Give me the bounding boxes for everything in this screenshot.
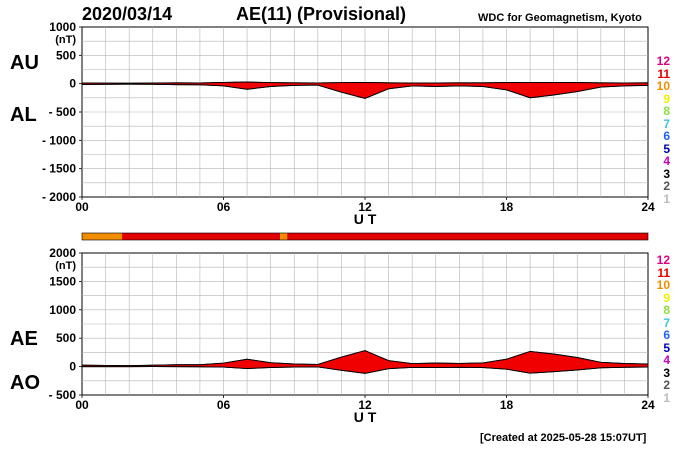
x-tick-label: 06 bbox=[217, 398, 231, 412]
x-axis-title: U T bbox=[354, 409, 377, 425]
level-5-label: 5 bbox=[663, 141, 670, 156]
series-line-au bbox=[81, 81, 649, 84]
data-level-segment bbox=[280, 233, 288, 240]
level-2-label: 2 bbox=[663, 179, 670, 193]
y-tick-label: - 500 bbox=[49, 105, 77, 119]
level-10-label: 10 bbox=[656, 278, 670, 292]
y-tick-label: 0 bbox=[69, 360, 76, 374]
level-7-label: 7 bbox=[663, 315, 670, 330]
index-title: AE(11) (Provisional) bbox=[236, 4, 407, 24]
y-tick-label: - 1000 bbox=[42, 133, 76, 147]
data-level-segment bbox=[287, 233, 648, 240]
level-4-label: 4 bbox=[663, 154, 670, 168]
y-tick-label: 2000 bbox=[49, 246, 76, 260]
source-credit: WDC for Geomagnetism, Kyoto bbox=[478, 12, 642, 24]
level-5-label: 5 bbox=[663, 340, 670, 355]
y-tick-label: 500 bbox=[56, 48, 76, 62]
level-12-label: 12 bbox=[656, 253, 670, 267]
created-timestamp: [Created at 2025-05-28 15:07UT] bbox=[480, 432, 647, 444]
x-tick-label: 00 bbox=[75, 200, 89, 214]
level-9-label: 9 bbox=[663, 290, 670, 305]
level-6-label: 6 bbox=[663, 129, 670, 143]
level-3-label: 3 bbox=[663, 365, 670, 380]
ao-label: AO bbox=[10, 372, 40, 394]
x-axis-title: U T bbox=[354, 211, 377, 227]
x-tick-label: 18 bbox=[500, 200, 514, 214]
x-tick-label: 18 bbox=[500, 398, 514, 412]
y-tick-label: 1000 bbox=[49, 303, 76, 317]
level-11-label: 11 bbox=[657, 66, 670, 81]
y-unit-label: (nT) bbox=[55, 260, 76, 272]
x-tick-label: 06 bbox=[217, 200, 231, 214]
x-tick-label: 12 bbox=[358, 398, 372, 412]
y-tick-label: 500 bbox=[56, 331, 76, 345]
y-unit-label: (nT) bbox=[55, 34, 76, 46]
y-tick-label: - 2000 bbox=[42, 190, 76, 204]
data-level-segment bbox=[82, 233, 123, 240]
level-8-label: 8 bbox=[663, 104, 670, 118]
level-9-label: 9 bbox=[663, 91, 670, 106]
x-tick-label: 24 bbox=[641, 398, 655, 412]
y-tick-label: - 1500 bbox=[42, 162, 76, 176]
level-11-label: 11 bbox=[657, 265, 670, 280]
y-tick-label: 0 bbox=[69, 77, 76, 91]
data-level-strip bbox=[81, 232, 649, 241]
y-tick-label: 1500 bbox=[49, 274, 76, 288]
level-7-label: 7 bbox=[663, 116, 670, 131]
level-12-label: 12 bbox=[656, 54, 670, 68]
ae-label: AE bbox=[10, 328, 38, 350]
level-1-label: 1 bbox=[663, 191, 670, 206]
level-2-label: 2 bbox=[663, 378, 670, 392]
date-title: 2020/03/14 bbox=[82, 4, 173, 24]
series-line-al bbox=[81, 83, 649, 99]
level-8-label: 8 bbox=[663, 303, 670, 317]
level-10-label: 10 bbox=[656, 79, 670, 93]
au-label: AU bbox=[10, 52, 39, 74]
x-tick-label: 00 bbox=[75, 398, 89, 412]
data-level-segment bbox=[122, 233, 281, 240]
x-tick-label: 24 bbox=[641, 200, 655, 214]
level-4-label: 4 bbox=[663, 353, 670, 367]
x-tick-label: 12 bbox=[358, 200, 372, 214]
series-line-ae bbox=[81, 350, 649, 367]
y-tick-label: 1000 bbox=[49, 20, 76, 34]
level-1-label: 1 bbox=[663, 390, 670, 405]
series-line-ao bbox=[82, 366, 649, 374]
level-6-label: 6 bbox=[663, 328, 670, 342]
al-label: AL bbox=[10, 104, 37, 126]
y-tick-label: - 500 bbox=[49, 388, 77, 402]
level-3-label: 3 bbox=[663, 166, 670, 181]
